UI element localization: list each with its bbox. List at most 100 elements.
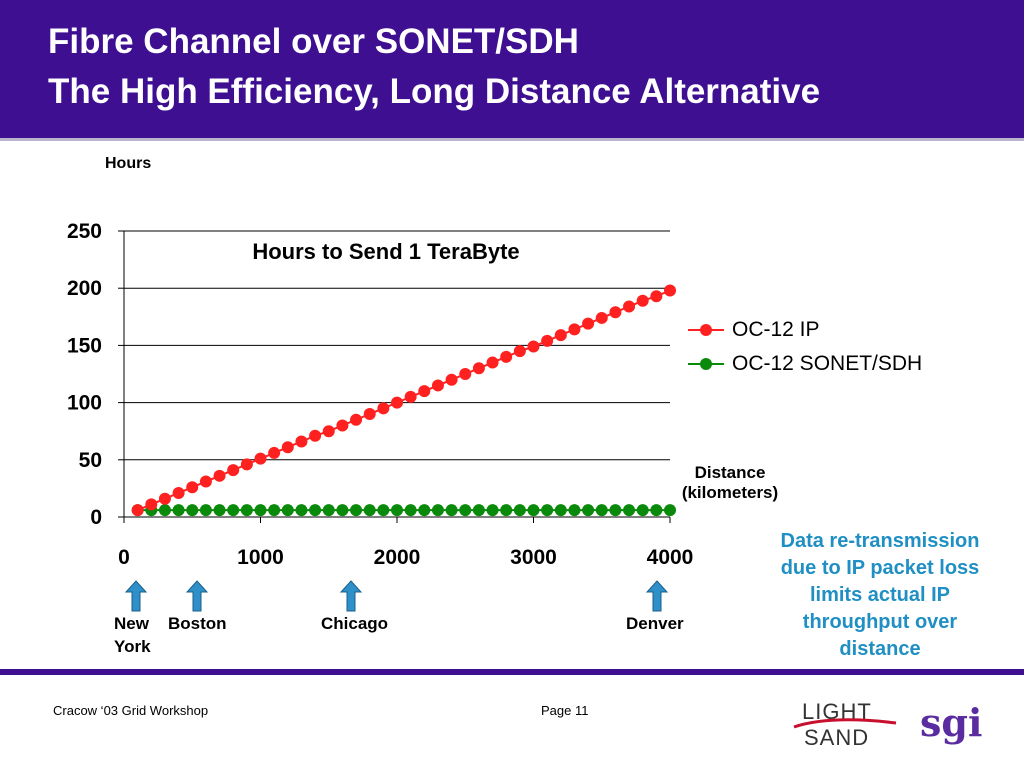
data-point bbox=[554, 504, 567, 517]
data-point bbox=[350, 504, 363, 517]
data-point bbox=[623, 504, 636, 517]
up-arrow-icon bbox=[186, 580, 208, 612]
legend-swatch-oc12-sonet bbox=[688, 358, 724, 371]
data-point bbox=[322, 504, 335, 517]
slide-title-line1: Fibre Channel over SONET/SDH bbox=[48, 22, 579, 61]
y-tick-label: 250 bbox=[67, 220, 102, 243]
y-tick-label: 0 bbox=[90, 506, 102, 529]
data-point bbox=[199, 475, 212, 488]
data-point bbox=[158, 492, 171, 505]
up-arrow-icon bbox=[125, 580, 147, 612]
data-point bbox=[309, 429, 322, 442]
data-point bbox=[418, 504, 431, 517]
data-point bbox=[377, 402, 390, 415]
title-banner bbox=[0, 0, 1024, 138]
data-point bbox=[186, 504, 199, 517]
data-point bbox=[336, 419, 349, 432]
x-tick-label: 2000 bbox=[374, 546, 421, 569]
data-point bbox=[595, 311, 608, 324]
data-point bbox=[227, 464, 240, 477]
data-point bbox=[472, 362, 485, 375]
y-tick-label: 50 bbox=[79, 449, 102, 472]
data-point bbox=[636, 504, 649, 517]
lightsand-logo-swoosh bbox=[793, 718, 897, 729]
data-point bbox=[445, 504, 458, 517]
data-point bbox=[213, 469, 226, 482]
data-point bbox=[145, 498, 158, 511]
city-label-new-york-line1: New bbox=[114, 614, 149, 633]
data-point bbox=[431, 504, 444, 517]
data-point bbox=[322, 425, 335, 438]
sgi-logo: sgi bbox=[920, 702, 982, 745]
city-label-boston: Boston bbox=[168, 614, 227, 633]
data-point bbox=[158, 504, 171, 517]
title-divider bbox=[0, 138, 1024, 141]
legend-label-oc12-ip: OC-12 IP bbox=[732, 318, 820, 341]
legend-swatch-oc12-ip bbox=[688, 324, 724, 337]
retransmission-note: Data re-transmission due to IP packet lo… bbox=[780, 530, 980, 660]
data-point bbox=[486, 356, 499, 369]
data-point bbox=[131, 504, 144, 517]
data-point bbox=[582, 504, 595, 517]
data-point bbox=[513, 345, 526, 358]
data-point bbox=[295, 435, 308, 448]
data-point bbox=[527, 504, 540, 517]
x-axis-label-line2: (kilometers) bbox=[681, 483, 779, 502]
chart-x-axis-label: Distance (kilometers) bbox=[670, 463, 790, 503]
data-point bbox=[595, 504, 608, 517]
x-axis-label-line1: Distance bbox=[694, 463, 766, 482]
data-point bbox=[281, 504, 294, 517]
sgi-logo-text: sgi bbox=[920, 702, 982, 745]
y-tick-label: 100 bbox=[67, 392, 102, 415]
data-point bbox=[650, 290, 663, 303]
series-line bbox=[137, 289, 671, 512]
legend-item-oc12-ip: OC-12 IP bbox=[688, 318, 820, 342]
data-point bbox=[418, 385, 431, 398]
data-point bbox=[350, 413, 363, 426]
data-point bbox=[459, 504, 472, 517]
data-point bbox=[268, 446, 281, 459]
data-point bbox=[609, 306, 622, 319]
data-point bbox=[636, 294, 649, 307]
data-point bbox=[568, 504, 581, 517]
legend-item-oc12-sonet: OC-12 SONET/SDH bbox=[688, 352, 922, 376]
data-point bbox=[336, 504, 349, 517]
hours-chart: 0 50 100 150 200 250 0 1000 2000 3000 4000 Hours to… bbox=[67, 220, 694, 569]
data-point bbox=[609, 504, 622, 517]
data-point bbox=[541, 334, 554, 347]
data-point bbox=[459, 368, 472, 380]
data-point bbox=[363, 408, 376, 421]
x-tick-label: 0 bbox=[118, 546, 130, 569]
data-point bbox=[513, 504, 526, 517]
data-point bbox=[500, 350, 513, 363]
x-tick-label: 3000 bbox=[510, 546, 557, 569]
legend-label-oc12-sonet: OC-12 SONET/SDH bbox=[732, 352, 923, 375]
city-label-new-york-line2: York bbox=[114, 637, 151, 656]
data-point bbox=[377, 504, 390, 517]
data-point bbox=[213, 504, 226, 517]
data-point bbox=[240, 458, 253, 471]
data-point bbox=[623, 300, 636, 313]
y-tick-label: 150 bbox=[67, 334, 102, 357]
data-point bbox=[554, 329, 567, 342]
data-point bbox=[445, 373, 458, 386]
city-label-denver: Denver bbox=[626, 614, 684, 633]
up-arrow-icon bbox=[340, 580, 362, 612]
data-point bbox=[568, 323, 581, 336]
data-point bbox=[527, 340, 540, 353]
data-point bbox=[431, 379, 444, 392]
data-point bbox=[486, 504, 499, 517]
data-point bbox=[295, 504, 308, 517]
x-tick-label: 4000 bbox=[647, 546, 694, 569]
slide-title-line2: The High Efficiency, Long Distance Alter… bbox=[48, 72, 821, 111]
chart-y-axis-label: Hours bbox=[105, 155, 152, 172]
data-point bbox=[582, 317, 595, 330]
data-point bbox=[363, 504, 376, 517]
city-label-new-york: New York bbox=[114, 612, 151, 658]
data-point bbox=[664, 504, 676, 517]
data-point bbox=[199, 504, 212, 517]
lightsand-logo-text-bottom: SAND bbox=[804, 725, 869, 749]
city-label-chicago: Chicago bbox=[321, 614, 389, 633]
data-point bbox=[500, 504, 513, 517]
data-point bbox=[254, 504, 267, 517]
